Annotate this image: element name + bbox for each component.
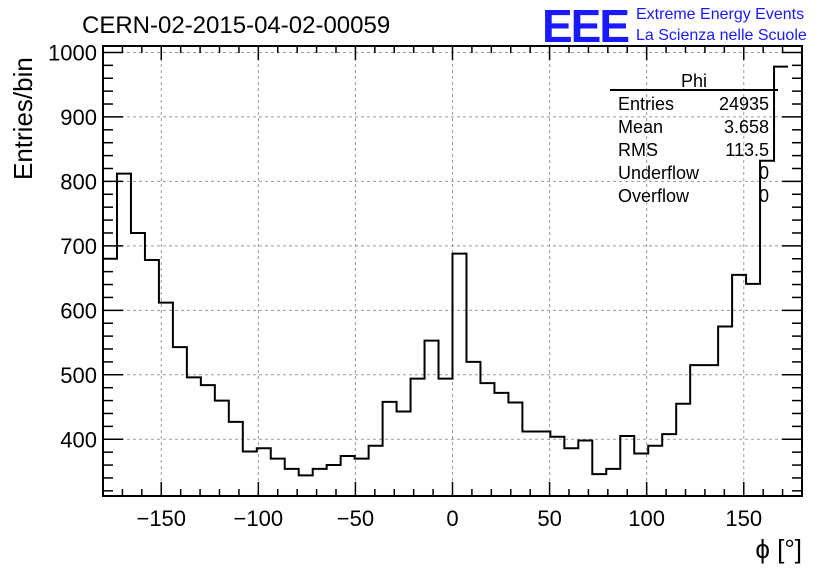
x-tick-label: 150: [725, 506, 762, 531]
logo-line-1: Extreme Energy Events: [636, 6, 804, 23]
tick-labels: −150 −100 −50 0 50 100 150 400 500 600 700 800 900 10…: [48, 40, 762, 531]
stats-value: 3.658: [724, 117, 769, 137]
stats-rows: Entries 24935 Mean 3.658 RMS 113.5 Underflow 0 O…: [618, 94, 769, 206]
stats-value: 24935: [719, 94, 769, 114]
stats-value: 0: [759, 163, 769, 183]
stats-value: 0: [759, 186, 769, 206]
x-tick-label: 50: [537, 506, 561, 531]
stats-label: Overflow: [618, 186, 690, 206]
x-axis-title: ϕ [°]: [755, 534, 802, 564]
stats-label: Mean: [618, 117, 663, 137]
logo-mark: EEE: [542, 0, 628, 52]
x-tick-label: 0: [446, 506, 458, 531]
x-tick-label: −50: [337, 506, 374, 531]
eee-logo: EEE Extreme Energy Events La Scienza nel…: [542, 0, 807, 52]
y-tick-label: 600: [60, 298, 97, 323]
stats-box: Phi Entries 24935 Mean 3.658 RMS 113.5 Underfl…: [610, 71, 778, 206]
stats-label: RMS: [618, 140, 658, 160]
histogram-series: [103, 65, 789, 477]
stats-label: Entries: [618, 94, 674, 114]
x-tick-label: −150: [136, 506, 186, 531]
x-tick-label: −100: [234, 506, 284, 531]
y-tick-label: 500: [60, 363, 97, 388]
stats-value: 113.5: [725, 140, 769, 160]
y-axis-title: Entries/bin: [8, 57, 38, 180]
y-tick-label: 900: [60, 105, 97, 130]
logo-line-2: La Scienza nelle Scuole: [636, 27, 807, 44]
y-tick-label: 700: [60, 234, 97, 259]
y-tick-label: 800: [60, 169, 97, 194]
x-tick-label: 100: [628, 506, 665, 531]
stats-label: Underflow: [618, 163, 700, 183]
stats-header: Phi: [681, 71, 707, 91]
axis-ticks: [102, 46, 803, 496]
chart-title: CERN-02-2015-04-02-00059: [82, 12, 390, 39]
y-tick-label: 1000: [48, 40, 97, 65]
y-tick-label: 400: [60, 427, 97, 452]
